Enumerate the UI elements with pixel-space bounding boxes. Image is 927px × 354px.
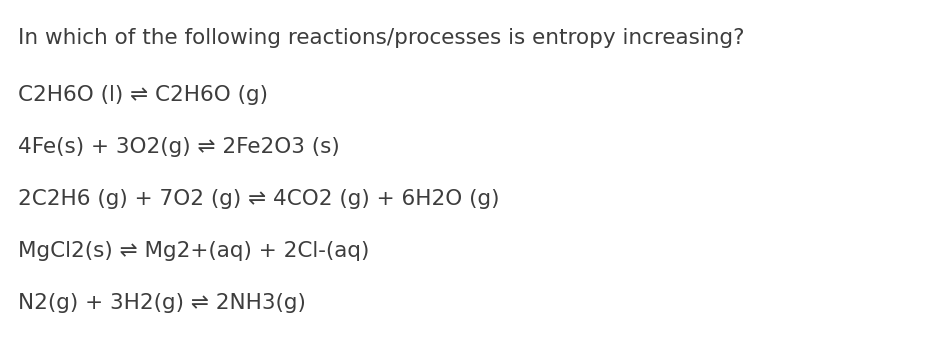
Text: C2H6O (l) ⇌ C2H6O (g): C2H6O (l) ⇌ C2H6O (g) <box>18 85 268 105</box>
Text: MgCl2(s) ⇌ Mg2+(aq) + 2Cl-(aq): MgCl2(s) ⇌ Mg2+(aq) + 2Cl-(aq) <box>18 241 369 261</box>
Text: 2C2H6 (g) + 7O2 (g) ⇌ 4CO2 (g) + 6H2O (g): 2C2H6 (g) + 7O2 (g) ⇌ 4CO2 (g) + 6H2O (g… <box>18 189 499 209</box>
Text: 4Fe(s) + 3O2(g) ⇌ 2Fe2O3 (s): 4Fe(s) + 3O2(g) ⇌ 2Fe2O3 (s) <box>18 137 339 157</box>
Text: In which of the following reactions/processes is entropy increasing?: In which of the following reactions/proc… <box>18 28 743 48</box>
Text: N2(g) + 3H2(g) ⇌ 2NH3(g): N2(g) + 3H2(g) ⇌ 2NH3(g) <box>18 293 306 313</box>
